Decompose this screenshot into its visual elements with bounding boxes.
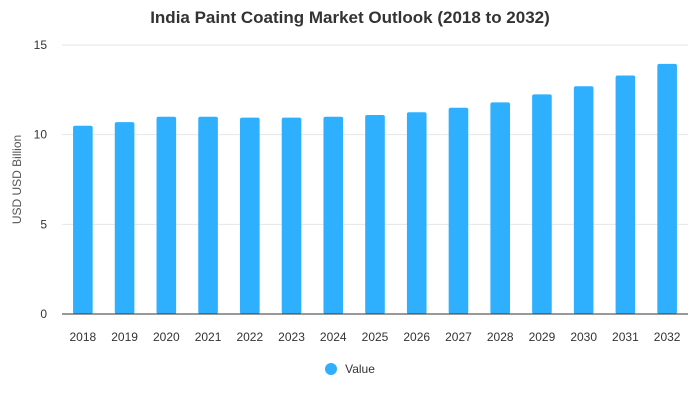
x-tick-label: 2030 xyxy=(570,330,597,344)
bar xyxy=(573,86,594,314)
bar xyxy=(114,122,135,314)
x-tick-label: 2019 xyxy=(111,330,138,344)
x-tick-label: 2023 xyxy=(278,330,305,344)
x-tick-label: 2027 xyxy=(445,330,472,344)
x-tick-label: 2029 xyxy=(529,330,556,344)
bar xyxy=(73,125,93,314)
x-tick-label: 2018 xyxy=(70,330,97,344)
bar xyxy=(323,116,344,314)
x-tick-label: 2020 xyxy=(153,330,180,344)
x-tick-label: 2032 xyxy=(654,330,681,344)
x-tick-label: 2028 xyxy=(487,330,514,344)
x-tick-label: 2026 xyxy=(403,330,430,344)
legend-swatch xyxy=(325,363,338,375)
bar xyxy=(281,117,302,314)
x-tick-label: 2025 xyxy=(362,330,389,344)
bar xyxy=(448,107,469,315)
y-tick-label: 15 xyxy=(34,38,48,52)
bar xyxy=(490,102,511,315)
bar xyxy=(156,116,177,314)
legend-label: Value xyxy=(345,362,375,376)
y-tick-label: 10 xyxy=(34,128,48,142)
bar xyxy=(615,75,636,314)
legend[interactable]: Value xyxy=(0,362,700,376)
bar xyxy=(406,112,427,314)
x-tick-label: 2024 xyxy=(320,330,347,344)
y-tick-label: 0 xyxy=(40,307,47,321)
bar xyxy=(239,117,260,314)
bar xyxy=(365,114,385,314)
x-tick-label: 2031 xyxy=(612,330,639,344)
y-tick-label: 5 xyxy=(40,217,47,231)
bar xyxy=(532,94,552,314)
y-axis-title: USD USD Billion xyxy=(10,135,24,224)
x-tick-label: 2022 xyxy=(236,330,263,344)
x-tick-label: 2021 xyxy=(195,330,222,344)
chart-title: India Paint Coating Market Outlook (2018… xyxy=(150,8,550,27)
bar xyxy=(198,116,218,314)
bar xyxy=(657,63,677,314)
